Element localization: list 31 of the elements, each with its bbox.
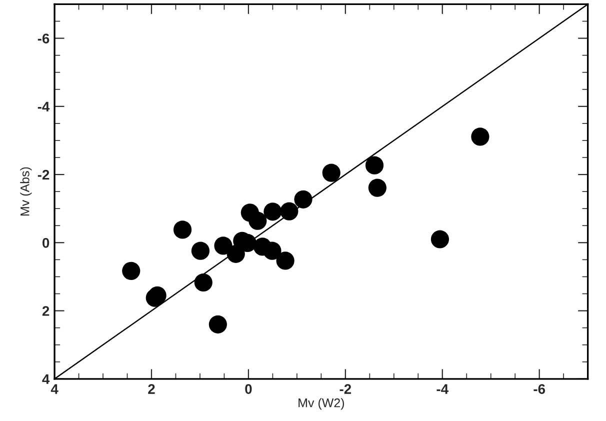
point <box>368 178 386 197</box>
x-tick-label: -6 <box>534 384 546 394</box>
y-tick-label: 2 <box>42 306 50 316</box>
point <box>365 156 384 174</box>
point <box>173 220 192 239</box>
point <box>248 212 267 230</box>
y-tick-label: -4 <box>38 102 50 112</box>
point <box>191 242 210 260</box>
point <box>322 164 340 182</box>
y-axis-title: Mv (Abs) <box>20 167 32 216</box>
point <box>264 202 282 221</box>
point <box>214 236 232 255</box>
x-tick-label: -2 <box>340 384 352 394</box>
point <box>471 128 490 146</box>
x-tick-label: 2 <box>148 384 155 394</box>
y-tick-label: 4 <box>42 374 50 384</box>
x-tick-label: 0 <box>245 384 252 394</box>
point <box>122 262 140 280</box>
y-tick-label: -6 <box>38 34 50 44</box>
point <box>208 315 227 334</box>
point <box>276 252 294 270</box>
point <box>280 202 298 220</box>
y-tick-label: -2 <box>38 170 50 180</box>
point <box>194 273 212 292</box>
point <box>263 242 282 260</box>
y-tick-label: 0 <box>42 238 50 248</box>
x-tick-label: 4 <box>50 384 58 394</box>
point <box>430 230 450 248</box>
x-tick-label: -4 <box>436 384 448 394</box>
point <box>294 190 312 208</box>
x-axis-title: Mv (W2) <box>298 398 344 410</box>
